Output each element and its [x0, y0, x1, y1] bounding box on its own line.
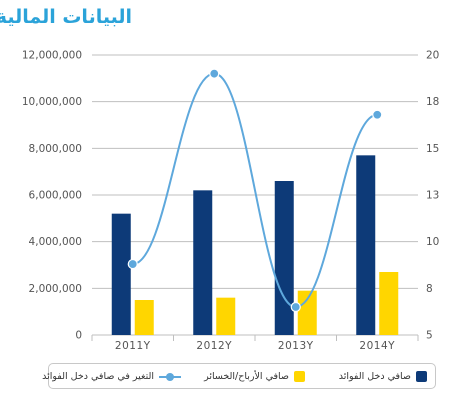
y-left-tick-label: 0 [75, 330, 82, 342]
bar-net-interest-income [111, 213, 131, 335]
x-tick-label: 2013Y [278, 340, 314, 352]
legend-item-net-interest-income: صافي دخل الفوائد [339, 364, 427, 388]
y-left-tick-label: 12,000,000 [22, 50, 82, 62]
x-tick-label: 2012Y [196, 340, 232, 352]
bar-net-interest-income [274, 181, 294, 335]
bar-net-interest-income [193, 190, 213, 335]
x-tick-label: 2011Y [115, 340, 151, 352]
y-right-tick-label: 5 [426, 330, 433, 342]
y-right-tick-label: 13 [426, 190, 439, 202]
bar-net-profit-loss [297, 290, 317, 335]
bar-layer [111, 155, 399, 335]
legend-item-net-profit-loss: صافي الأرباح/الخسائر [204, 364, 305, 388]
legend-label: صافي دخل الفوائد [338, 370, 411, 382]
line-point [372, 109, 383, 120]
line-point [127, 258, 138, 270]
bar-net-profit-loss [379, 272, 399, 335]
y-left-tick-label: 6,000,000 [29, 190, 82, 202]
y-left-tick-label: 8,000,000 [29, 143, 82, 155]
page-title: البيانات المالية [0, 6, 132, 28]
bar-net-interest-income [356, 155, 376, 335]
chart-legend: صافي دخل الفوائد صافي الأرباح/الخسائر ال… [42, 363, 436, 389]
legend-swatch-net-profit-loss [294, 370, 305, 382]
legend-item-net-interest-change: التغير في صافي دخل الفوائد [42, 364, 181, 388]
legend-swatch-net-interest-income [416, 370, 427, 382]
y-right-tick-label: 20 [426, 50, 439, 62]
series-line-net-interest-change [132, 72, 378, 309]
bar-net-profit-loss [134, 300, 154, 335]
legend-label: التغير في صافي دخل الفوائد [42, 370, 154, 382]
y-left-tick-label: 10,000,000 [22, 96, 82, 108]
line-layer [127, 68, 383, 313]
y-left-tick-label: 4,000,000 [29, 236, 82, 248]
y-right-tick-label: 15 [426, 143, 439, 155]
y-right-tick-label: 10 [426, 236, 439, 248]
bar-net-profit-loss [216, 297, 236, 335]
line-point [290, 301, 301, 313]
label-layer: 0 2,000,000 4,000,000 6,000,000 8,000,000 10,… [22, 50, 440, 353]
legend-swatch-net-interest-change [159, 371, 181, 382]
x-tick-label: 2014Y [359, 340, 395, 352]
combo-chart: 0 2,000,000 4,000,000 6,000,000 8,000,000 10,… [22, 50, 440, 353]
line-point [209, 68, 220, 79]
y-left-tick-label: 2,000,000 [29, 283, 82, 295]
y-right-tick-label: 18 [426, 96, 439, 108]
legend-label: صافي الأرباح/الخسائر [204, 370, 289, 382]
y-right-tick-label: 8 [426, 283, 433, 295]
